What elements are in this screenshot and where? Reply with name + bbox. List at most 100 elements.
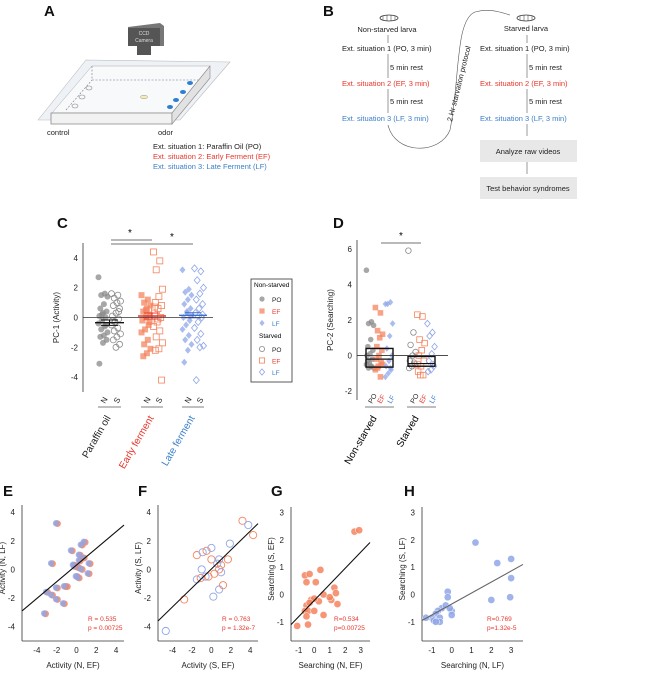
y-tick-label: 0 — [147, 565, 152, 574]
data-point — [385, 370, 392, 377]
legend-item: EF — [272, 309, 280, 316]
significance-star: * — [399, 231, 403, 242]
data-point — [382, 373, 389, 381]
data-point — [190, 264, 199, 273]
y-axis-label: Activity (S, LF) — [134, 542, 143, 594]
data-point — [185, 285, 192, 293]
data-point — [196, 343, 204, 352]
x-tick-label: 4 — [114, 646, 119, 655]
data-point — [405, 364, 413, 372]
category-label: Early ferment — [117, 414, 156, 471]
data-point — [218, 581, 228, 590]
x-tick-label: 3 — [509, 646, 514, 655]
regression-line — [157, 523, 259, 622]
sub-label: LF — [429, 394, 439, 405]
data-point — [432, 618, 440, 626]
data-point — [196, 289, 204, 298]
data-point — [100, 301, 107, 308]
control-label: control — [47, 128, 70, 137]
y-axis-label: Searching (S, EF) — [267, 537, 276, 601]
data-point — [507, 574, 515, 582]
sub-label: N — [99, 395, 110, 405]
data-point — [52, 520, 60, 527]
y-axis-label: PC-1 (Activity) — [52, 292, 61, 343]
panel-label-d: D — [333, 215, 344, 232]
sub-label: S — [195, 396, 205, 405]
y-tick-label: -4 — [71, 373, 79, 382]
panel-label-h: H — [404, 483, 415, 500]
panel-label-g: G — [271, 483, 283, 500]
data-point — [108, 290, 115, 298]
data-point — [154, 305, 162, 312]
data-point — [447, 611, 456, 619]
data-point — [471, 538, 480, 547]
y-tick-label: 4 — [348, 280, 353, 289]
data-point — [182, 336, 189, 344]
s-step-2: Ext. situation 2 (EF, 3 min) — [480, 79, 568, 88]
legend-marker — [258, 368, 266, 376]
y-tick-label: -2 — [144, 594, 152, 603]
data-point — [424, 367, 432, 376]
data-point — [319, 611, 328, 619]
x-tick-label: 3 — [358, 646, 363, 655]
data-point — [156, 257, 164, 265]
ns-step-2: Ext. situation 2 (EF, 3 min) — [342, 79, 430, 88]
sub-label: N — [142, 395, 153, 405]
data-point — [99, 311, 106, 318]
data-point — [506, 593, 514, 602]
data-point — [143, 350, 150, 357]
data-point — [52, 595, 60, 603]
panel-label-c: C — [57, 215, 68, 232]
data-point — [188, 291, 195, 299]
data-point — [377, 374, 384, 380]
data-point — [100, 339, 106, 346]
data-point — [304, 620, 312, 629]
data-point — [184, 296, 191, 304]
data-point — [47, 591, 55, 598]
data-point — [507, 555, 515, 563]
odor-label: odor — [158, 128, 174, 137]
data-point — [155, 293, 163, 301]
data-point — [223, 555, 232, 564]
x-tick-label: 1 — [469, 646, 474, 655]
data-point — [487, 596, 496, 604]
stat-r: R=0.769 — [487, 616, 512, 623]
scatter-panel-e: -4 -2 0 2 4 -4 -2 0 2 4 Activity (N, EF) Activity (… — [0, 505, 125, 670]
ns-rest-1: 5 min rest — [390, 63, 424, 72]
data-point — [201, 572, 210, 581]
data-point — [139, 317, 146, 324]
data-point — [158, 376, 166, 384]
data-point — [209, 592, 218, 601]
x-tick-label: -4 — [33, 646, 41, 655]
y-tick-label: 4 — [74, 254, 79, 263]
panel-label-b: B — [323, 3, 334, 20]
x-tick-label: -2 — [53, 646, 61, 655]
legend-item: LF — [272, 321, 280, 328]
data-point — [156, 327, 164, 335]
scatter-panel-f: -4 -2 0 2 4 -4 -2 0 2 4 Activity (S, EF) Activity (… — [134, 505, 259, 670]
y-tick-label: 3 — [411, 508, 416, 517]
data-point — [181, 358, 188, 366]
data-point — [144, 336, 151, 343]
x-tick-label: 2 — [94, 646, 99, 655]
legend-item: PO — [272, 347, 281, 354]
data-point — [238, 516, 247, 525]
data-point — [184, 346, 191, 354]
sub-label: S — [112, 396, 122, 405]
data-point — [84, 570, 91, 577]
y-tick-label: 1 — [280, 563, 285, 572]
sub-label: PO — [410, 392, 421, 405]
y-tick-label: 2 — [348, 316, 353, 325]
category-label: Paraffin oil — [81, 414, 114, 460]
legend-heading: Non-starved — [254, 282, 290, 289]
data-point — [185, 331, 192, 339]
s-rest-2: 5 min rest — [529, 97, 563, 106]
stat-p: p = 0.00725 — [88, 625, 123, 632]
data-point — [374, 343, 380, 350]
data-point — [249, 531, 258, 540]
legend-marker — [258, 357, 265, 364]
x-tick-label: 2 — [343, 646, 348, 655]
data-point — [197, 565, 206, 574]
camera-text: Camera — [135, 38, 153, 44]
